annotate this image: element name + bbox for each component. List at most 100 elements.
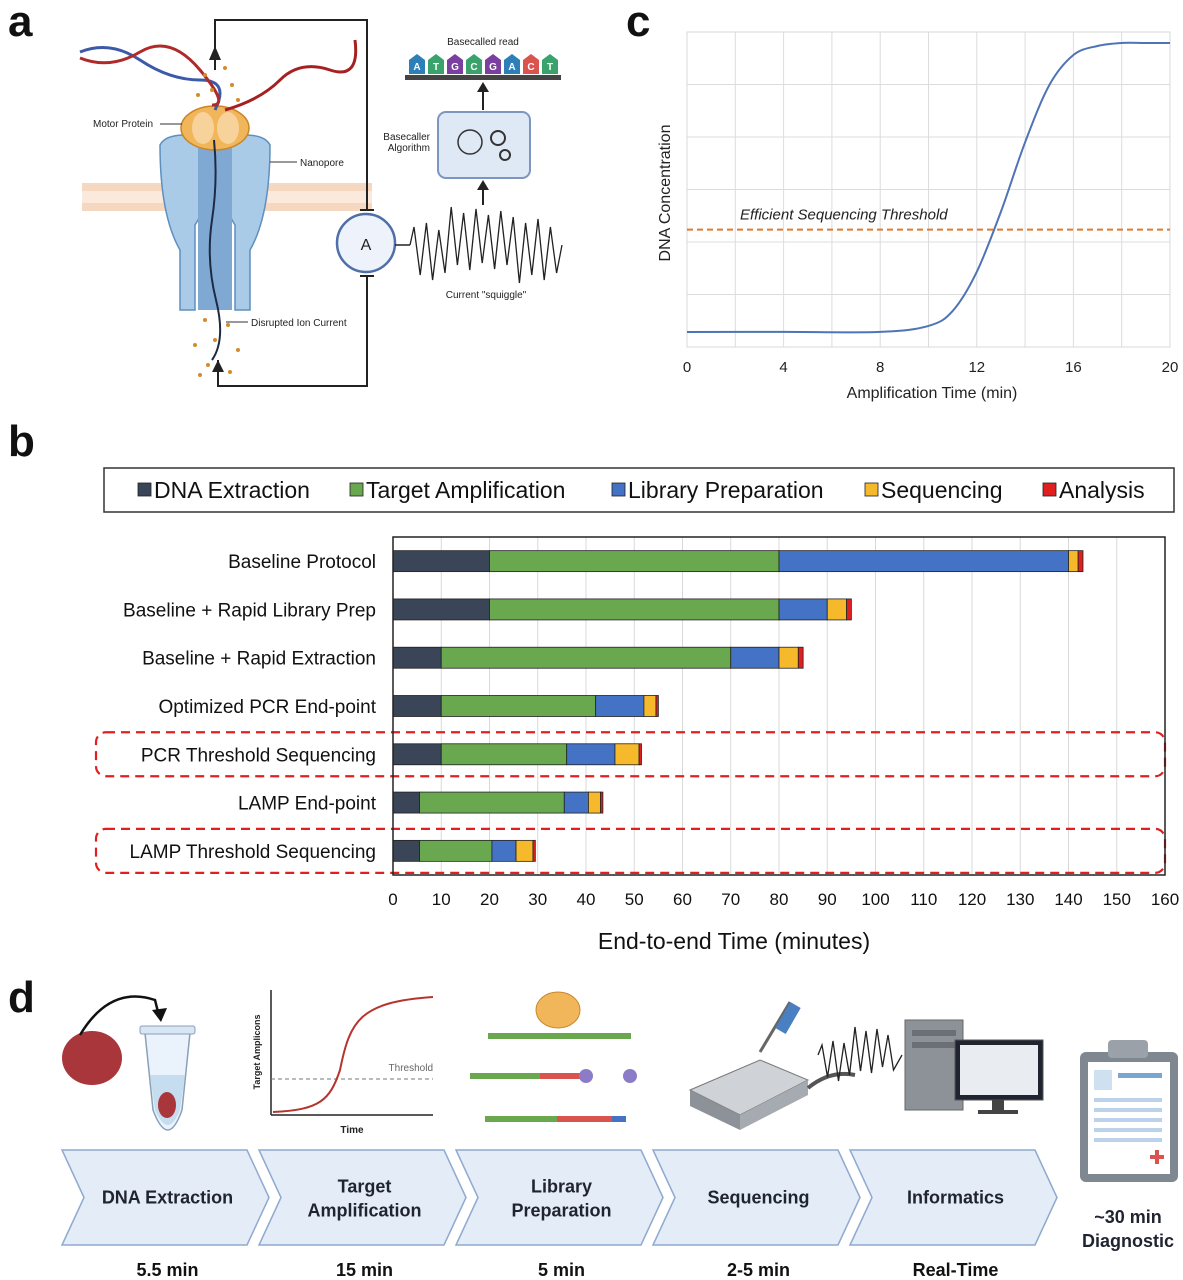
chart-c-x-tick-label: 8 (876, 359, 884, 376)
arrow-up-icon (477, 82, 489, 92)
chart-c-x-tick-label: 12 (968, 359, 985, 376)
chart-b-x-tick-label: 150 (1103, 890, 1131, 909)
chart-b-x-tick-label: 100 (861, 890, 889, 909)
chart-b-x-tick-label: 0 (388, 890, 397, 909)
bar-segment (392, 791, 420, 814)
workflow-step-time: 2-5 min (727, 1260, 790, 1280)
gear-icon (499, 149, 511, 161)
mini-threshold-label: Threshold (389, 1063, 433, 1074)
workflow-step-label: Informatics (907, 1188, 1004, 1208)
legend-label: Target Amplification (366, 477, 565, 503)
chart-b-x-tick-label: 120 (958, 890, 986, 909)
bar-segment (778, 646, 799, 669)
current-arrow-up-icon (209, 46, 221, 60)
diagnostic-workflow: Threshold Time Target Amplicons (60, 990, 1178, 1280)
bar-segment (440, 695, 597, 717)
chart-b-x-tick-label: 10 (432, 890, 451, 909)
bar-segment (392, 646, 442, 669)
basecaller-label-line1: Basecaller (383, 132, 430, 143)
computer-icon (904, 1019, 1044, 1114)
end-to-end-time-chart: DNA Extraction Target Amplification Librar… (94, 467, 1179, 954)
basecaller-algorithm-icon (437, 111, 531, 179)
workflow-step-time: 15 min (336, 1260, 393, 1280)
ammeter-label: A (361, 237, 372, 254)
highlight-box (94, 827, 1167, 874)
legend-label: DNA Extraction (154, 477, 310, 503)
bar-segment (392, 550, 490, 573)
category-label: PCR Threshold Sequencing (141, 745, 376, 766)
workflow-step-time: 5 min (538, 1260, 585, 1280)
legend-swatch (611, 482, 626, 497)
chart-b-x-tick-label: 80 (770, 890, 789, 909)
base-tile (523, 54, 539, 74)
workflow-step-chevron (651, 1149, 861, 1246)
panel-letter-c: c (626, 0, 650, 46)
circuit-wire-bottom (217, 276, 368, 387)
chart-b-bars (392, 550, 1084, 862)
bar-segment (392, 598, 490, 621)
dna-strand-blue (79, 46, 222, 111)
chart-b-x-tick-label: 30 (528, 890, 547, 909)
bar-segment (1068, 550, 1079, 573)
result-time: ~30 min (1094, 1207, 1162, 1227)
workflow-step-label: Target (338, 1177, 392, 1197)
bar-segment (778, 598, 828, 621)
base-tile (428, 54, 444, 74)
category-label: LAMP End-point (238, 794, 377, 815)
chart-c-grid (686, 31, 1171, 348)
base-letter: T (433, 62, 439, 73)
chart-b-legend (103, 467, 1175, 513)
legend-swatch (137, 482, 152, 497)
chart-c-x-tick-label: 20 (1162, 359, 1179, 376)
nanopore-label: Nanopore (300, 158, 344, 169)
workflow-step-chevron (848, 1149, 1058, 1246)
chart-c-y-axis-label: DNA Concentration (657, 125, 674, 262)
chart-c-x-ticks: 0 4 8 12 16 20 (683, 359, 1179, 376)
bar-segment (392, 743, 442, 766)
chart-b-x-ticks: 0 10 20 30 40 50 60 70 80 90 100 110 120 130 140 150 160 (388, 890, 1179, 909)
chart-b-x-axis-label: End-to-end Time (minutes) (598, 928, 870, 954)
chart-c-x-axis-label: Amplification Time (min) (847, 385, 1018, 402)
chart-b-plot-area (392, 536, 1166, 876)
workflow-step-chevron (257, 1149, 467, 1246)
current-arrow-up-icon (212, 360, 224, 372)
ion-dots (193, 66, 240, 377)
squiggle-label: Current "squiggle" (446, 290, 527, 301)
panel-letter-b: b (8, 417, 35, 466)
base-tile (466, 54, 482, 74)
chart-b-highlight-boxes (94, 731, 1167, 874)
chart-b-x-tick-label: 60 (673, 890, 692, 909)
workflow-step-label: Sequencing (707, 1188, 809, 1208)
base-letter: G (489, 62, 497, 73)
chart-b-x-tick-label: 40 (577, 890, 596, 909)
workflow-step-label: Preparation (511, 1201, 611, 1221)
read-baseline (405, 75, 561, 80)
chart-c-plot-area (686, 31, 1171, 348)
category-label: Baseline Protocol (228, 552, 376, 573)
workflow-step-label: Library (531, 1177, 592, 1197)
bar-segment (595, 695, 645, 717)
bar-segment (392, 695, 442, 717)
base-letter: G (451, 62, 459, 73)
chart-b-x-tick-label: 50 (625, 890, 644, 909)
bar-segment (846, 598, 852, 621)
category-label: Baseline + Rapid Extraction (142, 649, 376, 670)
arrow-up-icon (477, 180, 489, 190)
bar-segment (643, 695, 657, 717)
base-tile (485, 54, 501, 74)
result-label: Diagnostic (1082, 1231, 1174, 1251)
workflow-steps: DNA Extraction 5.5 min Target Amplification… (60, 1149, 1058, 1280)
basecaller-label-line2: Algorithm (388, 143, 430, 154)
bar-segment (491, 839, 517, 862)
bar-segment (778, 550, 1069, 573)
tissue-sample-icon (62, 1031, 122, 1085)
chart-b-x-tick-label: 20 (480, 890, 499, 909)
category-label: Baseline + Rapid Library Prep (123, 600, 376, 621)
bar-segment (419, 839, 493, 862)
mini-chart-y-label: Target Amplicons (252, 1014, 262, 1089)
chart-b-x-tick-label: 160 (1151, 890, 1179, 909)
workflow-step-label: Amplification (307, 1201, 421, 1221)
workflow-step-time: 5.5 min (136, 1260, 198, 1280)
category-label: Optimized PCR End-point (158, 697, 376, 718)
